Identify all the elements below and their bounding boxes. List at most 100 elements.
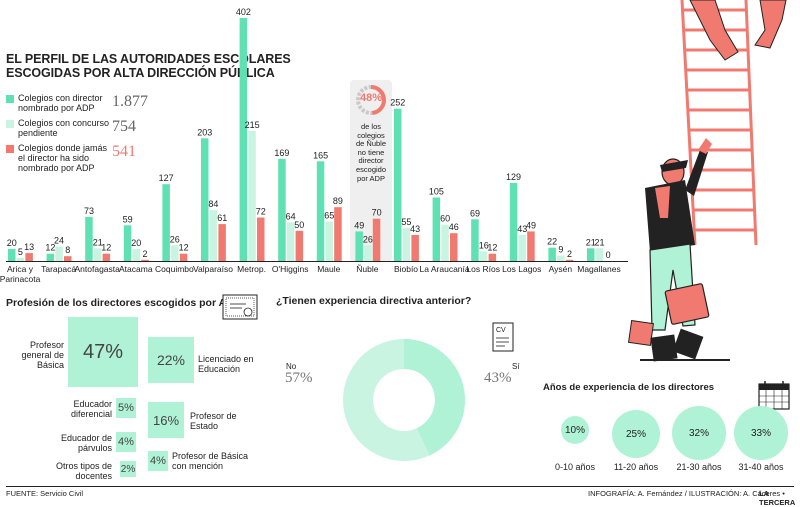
bar-value-label: 12	[101, 243, 111, 253]
bar-value-label: 65	[324, 211, 334, 221]
years-circle: 10%	[561, 416, 589, 444]
bar-value-label: 2	[567, 249, 572, 259]
nuble-note-line: colegios	[357, 130, 385, 140]
bar	[402, 227, 411, 261]
category-label: O'Higgins	[272, 264, 309, 274]
bar-value-label: 12	[487, 243, 497, 253]
bar-value-label: 12	[45, 243, 55, 253]
bar-value-label: 8	[65, 245, 70, 255]
title-line-2: ESCOGIDAS POR ALTA DIRECCIÓN PÚBLICA	[6, 66, 275, 80]
bar-value-label: 127	[159, 173, 174, 183]
years-label: 21-30 años	[676, 462, 722, 472]
bar-value-label: 2	[142, 249, 147, 259]
footer-brand: LA TERCERA	[759, 489, 796, 507]
bar-value-label: 21	[93, 237, 103, 247]
bar	[209, 210, 218, 261]
category-label: Arica y Parinacota	[0, 264, 41, 284]
bar	[248, 131, 256, 261]
bar-value-label: 26	[363, 234, 373, 244]
years-pct: 25%	[625, 428, 646, 440]
bar	[8, 248, 16, 261]
no-pct: 57%	[285, 370, 313, 386]
bar-value-label: 70	[372, 208, 382, 218]
bar-value-label: 9	[558, 245, 563, 255]
profession-label: Licenciado en Educación	[198, 354, 254, 374]
profession-label: Educador diferencial	[70, 399, 112, 419]
bar	[411, 235, 419, 261]
bar	[479, 251, 488, 261]
bar-value-label: 55	[401, 217, 411, 227]
profession-pct: 4%	[150, 455, 166, 467]
profession-square: 16%	[148, 402, 184, 438]
bar	[201, 138, 209, 261]
hands-illustration	[689, 0, 787, 61]
profession-title: Profesión de los directores escogidos po…	[6, 297, 241, 309]
bar	[25, 253, 33, 261]
legend-swatch	[6, 120, 14, 128]
bar-value-label: 43	[410, 224, 420, 234]
bar	[548, 247, 556, 261]
legend-total: 541	[112, 143, 136, 160]
years-circle: 25%	[612, 410, 660, 458]
years-title: Años de experiencia de los directores	[543, 382, 715, 393]
bar	[257, 217, 265, 261]
bar-value-label: 49	[354, 220, 364, 230]
nuble-note-line: escogido	[355, 164, 387, 174]
category-label: Maule	[317, 264, 340, 274]
profession-pct: 4%	[118, 436, 134, 448]
bar	[364, 245, 372, 261]
profession-label: Otros tipos de docentes	[55, 461, 112, 481]
profession-label: Educador de párvulos	[60, 433, 112, 453]
category-label: Biobío	[394, 264, 418, 274]
bar	[527, 231, 535, 261]
bar-value-label: 20	[7, 238, 17, 248]
years-pct: 32%	[688, 427, 709, 439]
bar	[179, 253, 188, 261]
legend-swatch	[6, 145, 14, 153]
bar-value-label: 20	[131, 238, 141, 248]
bar-value-label: 60	[440, 214, 450, 224]
bar	[316, 161, 325, 261]
years-pct: 10%	[564, 424, 585, 436]
years-pct: 33%	[750, 427, 771, 439]
bar-value-label: 72	[256, 207, 266, 217]
category-label: La Araucanía	[420, 264, 470, 274]
profession-label: Profesor de Básica con mención	[172, 451, 249, 471]
bar-value-label: 252	[390, 98, 405, 108]
bar-value-label: 165	[313, 150, 328, 160]
no-label: No	[286, 362, 297, 371]
years-label: 0-10 años	[554, 462, 596, 472]
category-label: Tarapacá	[41, 264, 76, 274]
profession-square: 47%	[68, 317, 138, 387]
bar	[450, 233, 458, 261]
bar	[46, 253, 55, 261]
experience-donut	[343, 339, 465, 461]
profession-square: 4%	[116, 432, 136, 452]
category-label: Los Lagos	[502, 264, 541, 274]
bar	[372, 218, 381, 261]
footer-credits: INFOGRAFÍA: A. Fernández / ILUSTRACIÓN: …	[588, 489, 785, 498]
legend-total: 1.877	[112, 93, 148, 110]
years-label: 11-20 años	[613, 462, 659, 472]
cv-text: CV	[496, 327, 506, 334]
legend-label: Colegios donde jamás el director ha sido…	[18, 143, 108, 173]
bar	[355, 231, 363, 261]
bar-value-label: 50	[294, 220, 304, 230]
category-label: Los Ríos	[466, 264, 500, 274]
bar-value-label: 169	[274, 148, 289, 158]
bar-value-label: 89	[333, 196, 343, 206]
bar	[55, 246, 63, 261]
bar	[162, 184, 170, 261]
category-label: Antofagasta	[75, 264, 121, 274]
legend-label: Colegios con director nombrado por ADP	[18, 93, 103, 113]
title-line-1: EL PERFIL DE LAS AUTORIDADES ESCOLARES	[6, 52, 291, 66]
category-label: Coquimbo	[155, 264, 194, 274]
profession-label: Profesor general de Básica	[21, 340, 64, 370]
years-label: 31-40 años	[738, 462, 784, 472]
bar-value-label: 105	[429, 187, 444, 197]
bar	[278, 158, 286, 261]
bar	[141, 259, 149, 261]
profession-square: 2%	[120, 461, 136, 477]
bar	[334, 207, 342, 261]
footer-divider	[6, 486, 794, 487]
